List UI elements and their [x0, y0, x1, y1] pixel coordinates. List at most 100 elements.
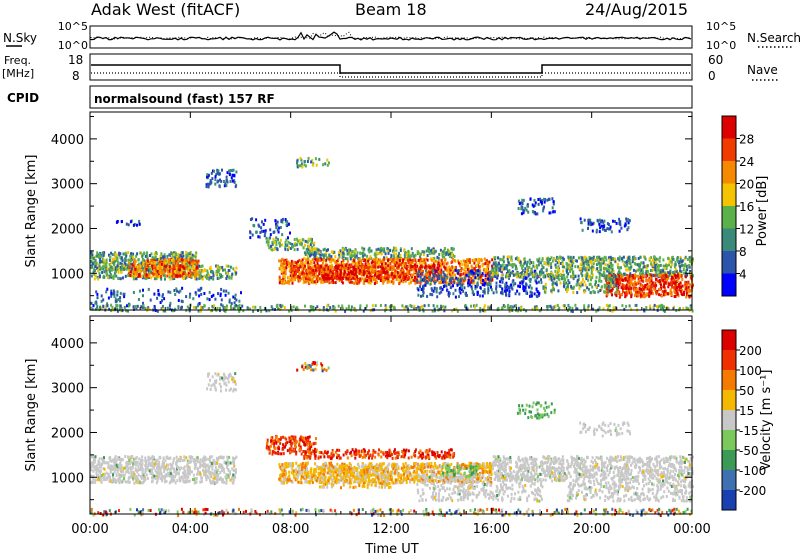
scatter-cell: [271, 240, 274, 244]
scatter-cell: [224, 293, 227, 297]
beam-title: Beam 18: [355, 0, 427, 19]
scatter-cell: [234, 185, 237, 189]
scatter-cell: [422, 309, 425, 313]
scatter-cell: [672, 270, 675, 274]
scatter-cell: [590, 271, 593, 275]
scatter-cell: [303, 266, 306, 270]
scatter-cell: [411, 258, 414, 262]
scatter-cell: [474, 286, 477, 290]
scatter-cell: [162, 262, 165, 266]
scatter-cell: [140, 261, 143, 265]
scatter-cell: [369, 277, 372, 281]
scatter-cell: [108, 270, 111, 274]
scatter-cell: [91, 307, 94, 311]
scatter-cell: [464, 277, 467, 280]
scatter-cell: [535, 281, 538, 285]
scatter-cell: [302, 281, 305, 285]
scatter-cell: [109, 255, 112, 259]
scatter-cell: [305, 247, 308, 251]
scatter-cell: [317, 268, 320, 272]
scatter-cell: [175, 287, 178, 291]
scatter-cell: [431, 276, 434, 280]
scatter-cell: [344, 264, 347, 268]
scatter-cell: [664, 266, 667, 270]
scatter-cell: [322, 248, 325, 252]
scatter-cell: [490, 271, 493, 275]
scatter-cell: [385, 271, 388, 275]
scatter-cell: [443, 306, 446, 310]
scatter-cell: [314, 274, 317, 278]
scatter-cell: [306, 250, 309, 254]
scatter-cell: [172, 264, 175, 268]
scatter-cell: [469, 260, 471, 264]
scatter-cell: [103, 258, 106, 262]
scatter-cell: [102, 304, 105, 308]
scatter-cell: [140, 269, 143, 273]
scatter-cell: [343, 267, 346, 271]
scatter-cell: [392, 281, 395, 285]
scatter-cell: [413, 278, 416, 282]
scatter-cell: [423, 258, 426, 262]
scatter-cell: [433, 274, 436, 278]
scatter-cell: [636, 263, 639, 267]
scatter-cell: [668, 273, 671, 277]
scatter-cell: [683, 265, 686, 269]
scatter-cell: [182, 254, 185, 258]
scatter-cell: [682, 307, 685, 311]
scatter-cell: [148, 260, 151, 264]
scatter-cell: [626, 268, 629, 272]
scatter-cell: [310, 253, 313, 257]
scatter-cell: [222, 268, 224, 272]
scatter-cell: [362, 248, 365, 252]
scatter-cell: [522, 289, 525, 292]
scatter-cell: [630, 281, 633, 285]
scatter-cell: [283, 266, 286, 270]
scatter-cell: [668, 257, 671, 261]
scatter-cell: [632, 257, 635, 261]
scatter-cell: [634, 257, 637, 261]
scatter-cell: [506, 306, 509, 309]
scatter-cell: [229, 169, 232, 172]
scatter-cell: [634, 262, 637, 266]
scatter-cell: [324, 271, 327, 275]
scatter-cell: [605, 289, 608, 292]
scatter-cell: [289, 264, 292, 268]
scatter-cell: [110, 294, 113, 298]
scatter-cell: [402, 277, 405, 281]
scatter-cell: [203, 292, 206, 295]
scatter-cell: [522, 287, 525, 291]
scatter-cell: [164, 309, 167, 313]
scatter-cell: [673, 285, 676, 289]
scatter-cell: [678, 283, 680, 287]
scatter-cell: [408, 272, 411, 276]
scatter-cell: [287, 240, 290, 244]
scatter-cell: [650, 260, 653, 264]
scatter-cell: [341, 254, 344, 258]
scatter-cell: [294, 268, 297, 272]
scatter-cell: [653, 255, 656, 259]
scatter-cell: [505, 266, 508, 270]
scatter-cell: [207, 273, 210, 277]
scatter-cell: [168, 265, 171, 269]
scatter-cell: [590, 269, 593, 273]
scatter-cell: [236, 306, 239, 310]
scatter-cell: [435, 273, 437, 277]
scatter-cell: [621, 259, 624, 263]
scatter-cell: [477, 258, 480, 262]
scatter-cell: [119, 304, 122, 308]
scatter-cell: [114, 300, 117, 304]
scatter-cell: [206, 297, 209, 301]
scatter-cell: [657, 305, 660, 309]
scatter-cell: [106, 267, 109, 271]
scatter-cell: [300, 243, 303, 247]
scatter-cell: [306, 240, 309, 244]
scatter-cell: [638, 266, 641, 270]
scatter-cell: [456, 269, 459, 273]
scatter-cell: [108, 262, 111, 266]
scatter-cell: [192, 254, 195, 258]
scatter-cell: [293, 266, 296, 270]
scatter-cell: [404, 261, 407, 265]
scatter-cell: [417, 305, 420, 309]
scatter-cell: [172, 253, 175, 257]
scatter-cell: [114, 297, 117, 301]
